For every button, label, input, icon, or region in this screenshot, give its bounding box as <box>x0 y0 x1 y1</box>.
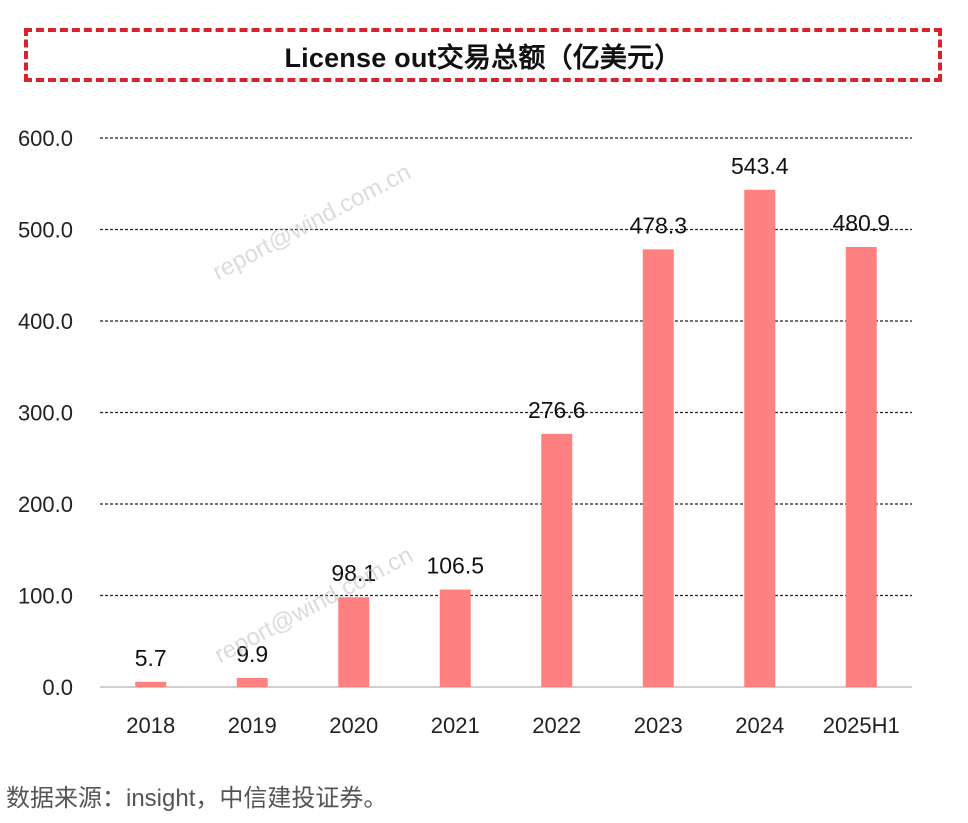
bar <box>642 249 674 687</box>
bar <box>541 433 573 687</box>
source-note: 数据来源：insight，中信建投证券。 <box>6 785 388 812</box>
y-tick-label: 500.0 <box>18 218 73 243</box>
data-label: 276.6 <box>528 397 586 423</box>
y-tick-label: 100.0 <box>18 584 73 609</box>
bar <box>845 246 877 687</box>
y-tick-label: 600.0 <box>18 126 73 151</box>
x-tick-label: 2023 <box>634 713 683 738</box>
bar <box>338 597 370 687</box>
data-label: 106.5 <box>426 553 484 579</box>
bar <box>135 681 167 687</box>
axes: 0.0 100.0 200.0 300.0 400.0 500.0 600.0 2018 201… <box>18 126 912 738</box>
y-tick-label: 400.0 <box>18 309 73 334</box>
y-tick-label: 300.0 <box>18 401 73 426</box>
data-labels: 5.7 9.9 98.1 106.5 276.6 478.3 543.4 480.9 <box>135 153 890 671</box>
bars <box>135 189 877 687</box>
y-tick-label: 0.0 <box>42 675 73 700</box>
chart-title: License out交易总额（亿美元） <box>284 42 682 73</box>
data-label: 480.9 <box>832 210 890 236</box>
data-label: 543.4 <box>731 153 789 179</box>
chart-title-box: License out交易总额（亿美元） <box>24 28 942 82</box>
data-label: 98.1 <box>331 560 376 586</box>
x-tick-label: 2024 <box>735 713 784 738</box>
data-label: 5.7 <box>135 645 167 671</box>
x-tick-label: 2022 <box>532 713 581 738</box>
gridlines <box>100 137 912 597</box>
data-label: 478.3 <box>629 212 687 238</box>
x-tick-label: 2021 <box>431 713 480 738</box>
bar <box>744 189 776 687</box>
x-tick-label: 2025H1 <box>823 713 900 738</box>
x-tick-label: 2020 <box>329 713 378 738</box>
bar <box>236 677 268 687</box>
data-label: 9.9 <box>236 641 268 667</box>
bar <box>439 589 471 687</box>
y-tick-label: 200.0 <box>18 492 73 517</box>
x-tick-label: 2019 <box>228 713 277 738</box>
x-tick-label: 2018 <box>126 713 175 738</box>
